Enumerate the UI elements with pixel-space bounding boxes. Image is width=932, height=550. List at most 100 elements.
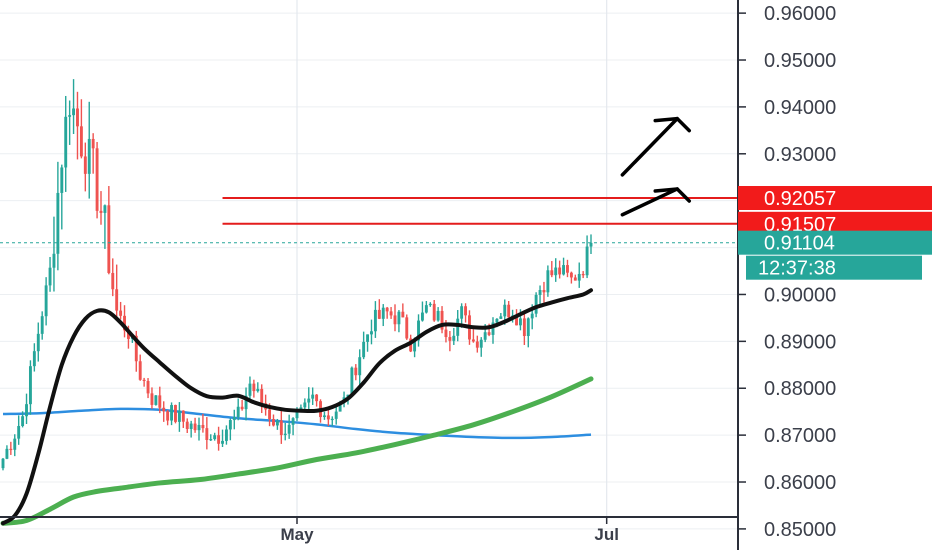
- x-axis-ticks: May Jul: [280, 517, 619, 544]
- candle-body: [515, 315, 518, 326]
- candle-body: [83, 156, 87, 174]
- candle-body: [119, 310, 123, 316]
- candle-body: [68, 115, 72, 117]
- candle-body: [373, 309, 377, 332]
- candle-body: [471, 339, 475, 342]
- candle-body: [479, 339, 483, 348]
- candle-body: [134, 335, 138, 362]
- candle-body: [244, 395, 248, 410]
- candle-body: [205, 428, 209, 440]
- arrow-head: [653, 187, 691, 203]
- candle-body: [279, 420, 283, 436]
- candle-body: [444, 329, 448, 338]
- candle-body: [350, 367, 354, 395]
- candle-body: [174, 405, 177, 422]
- candle-body: [158, 395, 162, 408]
- candle-body: [240, 406, 244, 410]
- candle-body: [107, 205, 111, 273]
- candle-body: [562, 265, 566, 275]
- candle-body: [197, 424, 201, 431]
- candle-body: [534, 294, 538, 314]
- arrow-head: [653, 116, 691, 133]
- candle-body: [146, 380, 150, 394]
- candle-body: [487, 332, 491, 335]
- candle-body: [291, 418, 295, 425]
- candle-body: [217, 435, 221, 444]
- candle-body: [550, 270, 554, 276]
- candle-body: [162, 407, 166, 412]
- candle-body: [377, 309, 381, 319]
- candle-body: [268, 409, 272, 420]
- candle-body: [362, 341, 366, 358]
- candle-body: [115, 289, 119, 311]
- candle-body: [56, 192, 60, 254]
- candle-body: [526, 318, 530, 337]
- candle-body: [5, 448, 9, 459]
- horizontal-levels[interactable]: [0, 197, 738, 244]
- candle-body: [475, 341, 479, 348]
- candle-body: [393, 315, 397, 325]
- candle-body: [283, 433, 287, 436]
- candlesticks[interactable]: [1, 79, 593, 471]
- candle-body: [483, 332, 487, 340]
- price-tag-label: 0.91507: [764, 214, 836, 236]
- candle-body: [334, 411, 338, 419]
- candle-body: [440, 310, 444, 330]
- candle-body: [558, 267, 562, 275]
- candle-body: [287, 424, 291, 434]
- candle-body: [142, 379, 146, 382]
- candle-body: [232, 417, 236, 421]
- candle-body: [150, 393, 154, 405]
- y-tick-label: 0.85000: [764, 519, 836, 541]
- candle-body: [228, 420, 232, 430]
- candle-body: [252, 383, 256, 392]
- candle-body: [224, 429, 228, 441]
- candle-body: [256, 388, 260, 392]
- arrow-shaft: [620, 116, 679, 177]
- y-tick-label: 0.95000: [764, 50, 836, 72]
- candle-body: [370, 331, 373, 335]
- candle-body: [397, 311, 401, 325]
- candle-body: [542, 290, 546, 293]
- candle-body: [111, 272, 115, 290]
- candle-body: [189, 423, 193, 429]
- candle-body: [330, 418, 334, 421]
- candle-body: [491, 322, 495, 335]
- candle-body: [522, 318, 526, 337]
- candle-body: [503, 304, 507, 317]
- candle-body: [185, 421, 189, 429]
- candle-body: [311, 394, 315, 399]
- candle-body: [91, 138, 95, 149]
- candle-body: [28, 366, 32, 405]
- candle-body: [40, 316, 44, 334]
- candle-body: [573, 277, 577, 281]
- ma-slow-line: [2, 407, 592, 440]
- candle-body: [507, 304, 511, 318]
- candle-body: [248, 383, 252, 396]
- drawn-arrows[interactable]: [620, 116, 691, 217]
- candle-body: [428, 303, 432, 306]
- candle-body: [569, 272, 573, 278]
- candle-body: [417, 320, 420, 341]
- candle-body: [554, 267, 558, 276]
- candle-body: [589, 242, 593, 247]
- candle-body: [60, 167, 64, 193]
- candle-body: [103, 205, 107, 213]
- candle-body: [530, 313, 534, 319]
- candle-body: [456, 318, 460, 336]
- candle-body: [25, 404, 28, 417]
- candle-body: [193, 423, 197, 431]
- candle-body: [170, 405, 174, 421]
- candle-body: [585, 246, 589, 276]
- candle-body: [21, 416, 25, 427]
- candle-body: [420, 312, 424, 321]
- candle-body: [366, 334, 370, 342]
- candle-body: [389, 311, 393, 316]
- candle-body: [432, 303, 436, 321]
- candle-body: [272, 419, 275, 426]
- candle-body: [424, 305, 428, 313]
- price-tag-label: 0.92057: [764, 188, 836, 210]
- price-tag-label: 0.91104: [764, 233, 835, 255]
